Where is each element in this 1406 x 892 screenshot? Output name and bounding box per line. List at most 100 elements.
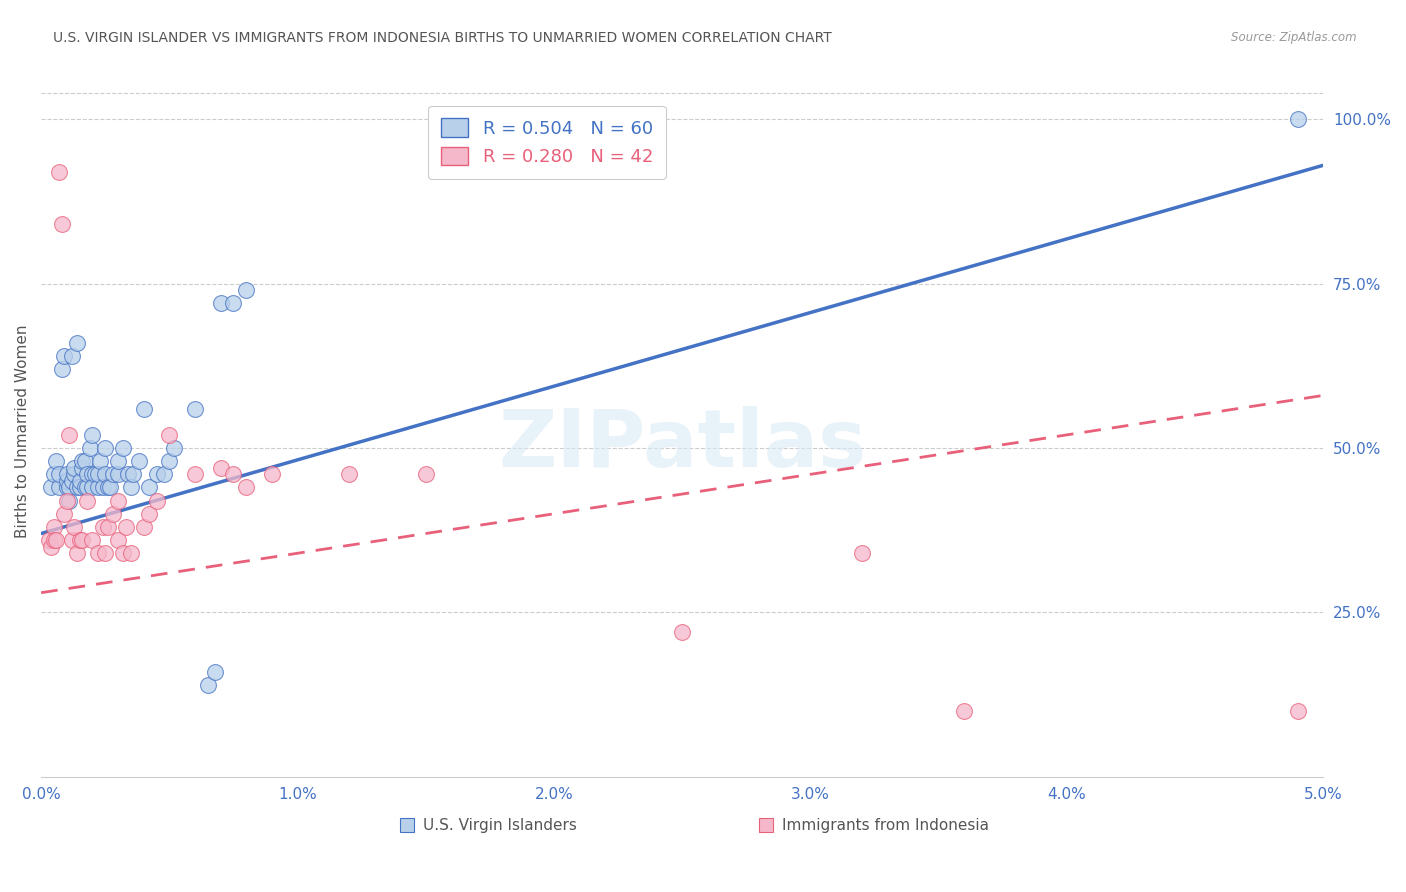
- Point: [120, 546, 142, 560]
- Point: [145, 467, 167, 482]
- Point: [73, 454, 96, 468]
- Point: [53, 349, 76, 363]
- Point: [41, 540, 63, 554]
- Point: [55, 493, 77, 508]
- Point: [73, 481, 96, 495]
- Point: [60, 474, 83, 488]
- Point: [128, 454, 150, 468]
- Point: [107, 467, 129, 482]
- Point: [851, 546, 873, 560]
- Point: [117, 467, 139, 482]
- Text: U.S. Virgin Islanders: U.S. Virgin Islanders: [423, 818, 576, 832]
- Point: [70, 460, 93, 475]
- Point: [260, 467, 283, 482]
- Point: [107, 493, 129, 508]
- Point: [42, 533, 65, 547]
- Point: [55, 467, 77, 482]
- Point: [132, 520, 155, 534]
- Point: [48, 467, 70, 482]
- Point: [86, 481, 108, 495]
- Point: [45, 454, 67, 468]
- Point: [157, 454, 180, 468]
- Point: [197, 678, 219, 692]
- Point: [101, 467, 124, 482]
- Point: [76, 481, 98, 495]
- Point: [69, 474, 91, 488]
- Point: [82, 481, 104, 495]
- Point: [112, 441, 135, 455]
- Point: [204, 665, 226, 679]
- Y-axis label: Births to Unmarried Women: Births to Unmarried Women: [15, 325, 30, 539]
- Point: [337, 467, 360, 482]
- Point: [97, 481, 120, 495]
- Text: ZIPatlas: ZIPatlas: [498, 407, 866, 484]
- Point: [66, 481, 89, 495]
- Point: [671, 625, 693, 640]
- Point: [63, 520, 86, 534]
- Point: [222, 467, 245, 482]
- Point: [1286, 112, 1309, 127]
- Point: [53, 507, 76, 521]
- Point: [101, 507, 124, 521]
- Point: [91, 481, 114, 495]
- Point: [94, 441, 117, 455]
- Point: [91, 520, 114, 534]
- Point: [120, 481, 142, 495]
- Point: [89, 454, 111, 468]
- Point: [157, 428, 180, 442]
- Point: [114, 520, 136, 534]
- Point: [51, 362, 73, 376]
- Point: [138, 481, 160, 495]
- Point: [122, 467, 145, 482]
- Point: [70, 454, 93, 468]
- Point: [79, 441, 101, 455]
- Point: [55, 474, 77, 488]
- Point: [38, 533, 60, 547]
- Point: [184, 467, 207, 482]
- Point: [94, 467, 117, 482]
- Point: [84, 467, 107, 482]
- Point: [42, 467, 65, 482]
- Point: [132, 401, 155, 416]
- Point: [76, 493, 98, 508]
- Point: [60, 533, 83, 547]
- Point: [48, 165, 70, 179]
- Point: [76, 467, 98, 482]
- Point: [58, 493, 80, 508]
- Point: [82, 428, 104, 442]
- Text: Source: ZipAtlas.com: Source: ZipAtlas.com: [1232, 31, 1357, 45]
- Point: [70, 533, 93, 547]
- Point: [209, 296, 232, 310]
- Point: [235, 283, 257, 297]
- Point: [953, 704, 976, 718]
- Point: [184, 401, 207, 416]
- Point: [69, 481, 91, 495]
- Point: [107, 454, 129, 468]
- Point: [63, 467, 86, 482]
- Point: [58, 481, 80, 495]
- Legend: R = 0.504   N = 60, R = 0.280   N = 42: R = 0.504 N = 60, R = 0.280 N = 42: [429, 106, 665, 178]
- Point: [51, 218, 73, 232]
- Point: [48, 481, 70, 495]
- Point: [209, 460, 232, 475]
- Point: [66, 335, 89, 350]
- Point: [163, 441, 186, 455]
- Point: [42, 520, 65, 534]
- Point: [98, 481, 121, 495]
- Point: [41, 481, 63, 495]
- Point: [112, 546, 135, 560]
- Text: U.S. VIRGIN ISLANDER VS IMMIGRANTS FROM INDONESIA BIRTHS TO UNMARRIED WOMEN CORR: U.S. VIRGIN ISLANDER VS IMMIGRANTS FROM …: [53, 31, 832, 45]
- Point: [82, 533, 104, 547]
- Point: [415, 467, 437, 482]
- Point: [82, 467, 104, 482]
- Point: [153, 467, 176, 482]
- Point: [145, 493, 167, 508]
- Point: [235, 481, 257, 495]
- Point: [1286, 704, 1309, 718]
- Point: [86, 467, 108, 482]
- Point: [66, 546, 89, 560]
- Point: [63, 460, 86, 475]
- Point: [94, 546, 117, 560]
- Point: [97, 520, 120, 534]
- Point: [69, 533, 91, 547]
